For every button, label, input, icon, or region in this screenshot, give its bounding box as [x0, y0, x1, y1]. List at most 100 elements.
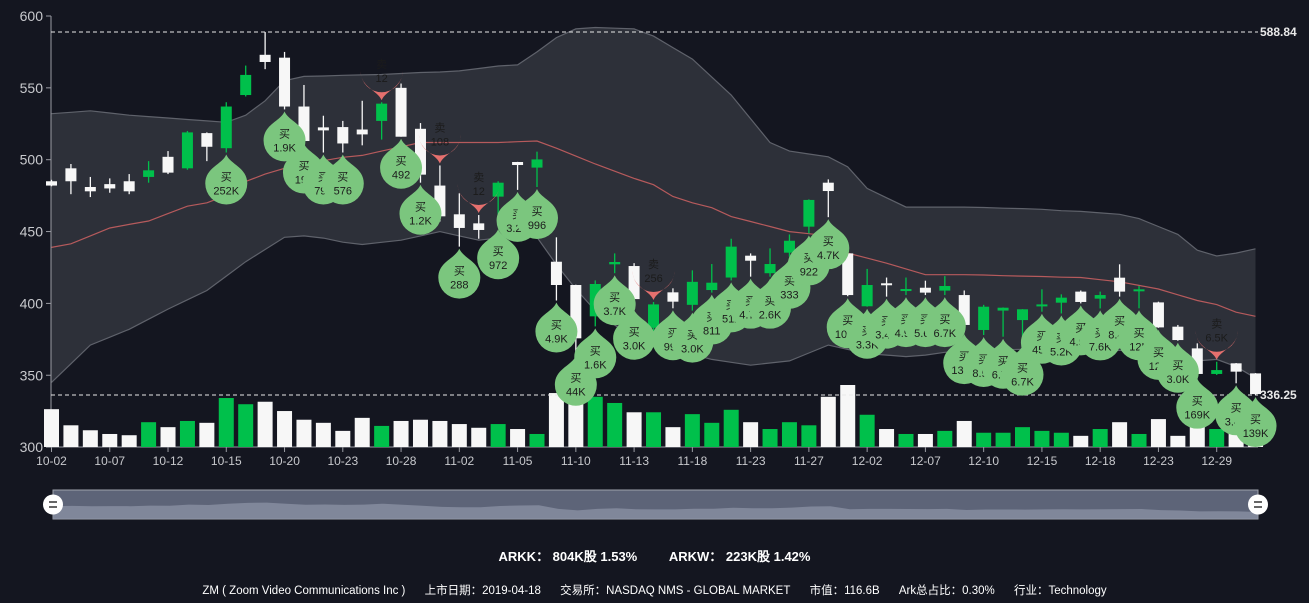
- buy-marker-label: 买: [1134, 326, 1145, 339]
- x-tick-label: 10-28: [386, 454, 417, 468]
- buy-marker: [574, 328, 617, 379]
- candle-body: [240, 74, 252, 96]
- buy-marker-label: 买: [978, 353, 989, 366]
- candle-body: [783, 240, 795, 253]
- max-price-label: 588.84: [1260, 25, 1297, 39]
- candle-body: [376, 103, 388, 121]
- marker-value: 12: [376, 73, 388, 85]
- candle-body: [473, 223, 485, 230]
- candle-body: [1075, 291, 1087, 302]
- x-tick-label: 11-05: [503, 454, 533, 468]
- candle-body: [550, 261, 562, 286]
- candle-body: [434, 185, 446, 217]
- volume-bar: [1015, 427, 1030, 447]
- candle-body: [143, 170, 155, 177]
- buy-marker-label: 买: [939, 313, 950, 326]
- exchange: 交易所：NASDAQ NMS - GLOBAL MARKET: [560, 585, 791, 597]
- candle-body: [919, 287, 931, 293]
- marker-value: 44K: [566, 387, 586, 399]
- buy-marker-label: 买: [1017, 362, 1028, 375]
- marker-value: 333: [780, 290, 798, 302]
- buy-marker-label: 买: [1250, 413, 1261, 426]
- buy-marker-label: 买: [590, 344, 601, 357]
- volume-bar: [141, 422, 157, 447]
- y-tick-label: 450: [20, 224, 44, 240]
- candle-body: [1152, 302, 1164, 328]
- candle-body: [1172, 326, 1184, 341]
- volume-bar: [801, 425, 817, 447]
- volume-bar: [160, 427, 176, 447]
- buy-marker-label: 买: [784, 275, 795, 288]
- buy-marker-label: 买: [396, 155, 407, 168]
- buy-marker: [205, 154, 248, 205]
- buy-marker: [380, 138, 423, 189]
- min-price-label: 336.25: [1260, 388, 1297, 402]
- candle-body: [1191, 348, 1203, 374]
- candle-body: [1230, 363, 1242, 372]
- buy-marker-label: 买: [279, 127, 290, 140]
- buy-marker: [263, 111, 306, 162]
- candle-body: [201, 133, 213, 147]
- sell-marker: [632, 270, 675, 300]
- ark-ratio: Ark总占比：0.30%: [898, 585, 995, 597]
- marker-value: 3.0K: [681, 344, 704, 356]
- buy-marker-label: 买: [803, 251, 814, 264]
- buy-marker-label: 买: [1172, 359, 1183, 372]
- ipo-date: 上市日期：2019-04-18: [424, 585, 541, 597]
- volume-bar: [1034, 430, 1050, 447]
- y-tick-label: 350: [20, 367, 44, 383]
- buy-marker-label: 买: [570, 372, 581, 385]
- volume-bar: [1170, 435, 1186, 447]
- candle-body: [997, 307, 1009, 311]
- marker-value: 1.6K: [584, 359, 607, 371]
- marker-value: 7.6K: [1089, 341, 1112, 353]
- candle-body: [356, 129, 368, 135]
- volume-bar: [568, 391, 584, 447]
- volume-bar: [879, 429, 895, 447]
- volume-bar: [82, 430, 98, 447]
- candle-body: [46, 181, 57, 186]
- candle-body: [939, 286, 951, 291]
- volume-bar: [646, 412, 662, 447]
- marker-value: 811: [703, 326, 721, 338]
- zoom-slider[interactable]: [43, 489, 1268, 520]
- sell-marker-label: 卖: [1211, 318, 1222, 331]
- volume-bar: [1053, 432, 1069, 447]
- marker-value: 3.0K: [1167, 374, 1190, 386]
- candle-body: [84, 187, 96, 192]
- marker-value: 922: [800, 266, 818, 278]
- volume-bar: [238, 404, 254, 447]
- volume-bar: [820, 396, 836, 447]
- y-tick-label: 400: [20, 295, 44, 311]
- sell-marker-label: 卖: [473, 171, 484, 184]
- candle-body: [745, 255, 757, 261]
- marker-value: 108: [431, 136, 449, 148]
- sell-marker-label: 卖: [376, 58, 387, 71]
- market-cap: 市值：116.6B: [809, 585, 880, 597]
- volume-bar: [218, 398, 234, 447]
- slider-right-handle[interactable]: [1248, 494, 1268, 515]
- buy-marker-label: 买: [609, 291, 620, 304]
- candle-body: [220, 106, 232, 149]
- buy-marker-label: 买: [532, 205, 543, 218]
- volume-bar: [490, 424, 506, 447]
- volume-bar: [529, 433, 545, 447]
- volume-bar: [335, 430, 351, 447]
- arkk-holding: ARKK： 804K股 1.53%: [498, 549, 638, 564]
- marker-value: 6.7K: [933, 328, 956, 340]
- volume-bar: [1150, 419, 1166, 447]
- buy-marker: [923, 297, 966, 348]
- volume-bar: [1209, 429, 1225, 447]
- candle-body: [1133, 289, 1145, 292]
- buy-marker: [438, 248, 481, 299]
- slider-left-handle[interactable]: [43, 494, 63, 515]
- volume-bar: [956, 420, 972, 447]
- x-tick-label: 11-23: [736, 454, 766, 468]
- x-tick-label: 10-07: [94, 454, 125, 468]
- volume-bar: [665, 427, 681, 447]
- buy-marker-label: 买: [823, 235, 834, 248]
- buy-marker-label: 买: [1075, 321, 1086, 334]
- buy-marker: [1156, 342, 1199, 393]
- buy-marker-label: 买: [959, 350, 970, 363]
